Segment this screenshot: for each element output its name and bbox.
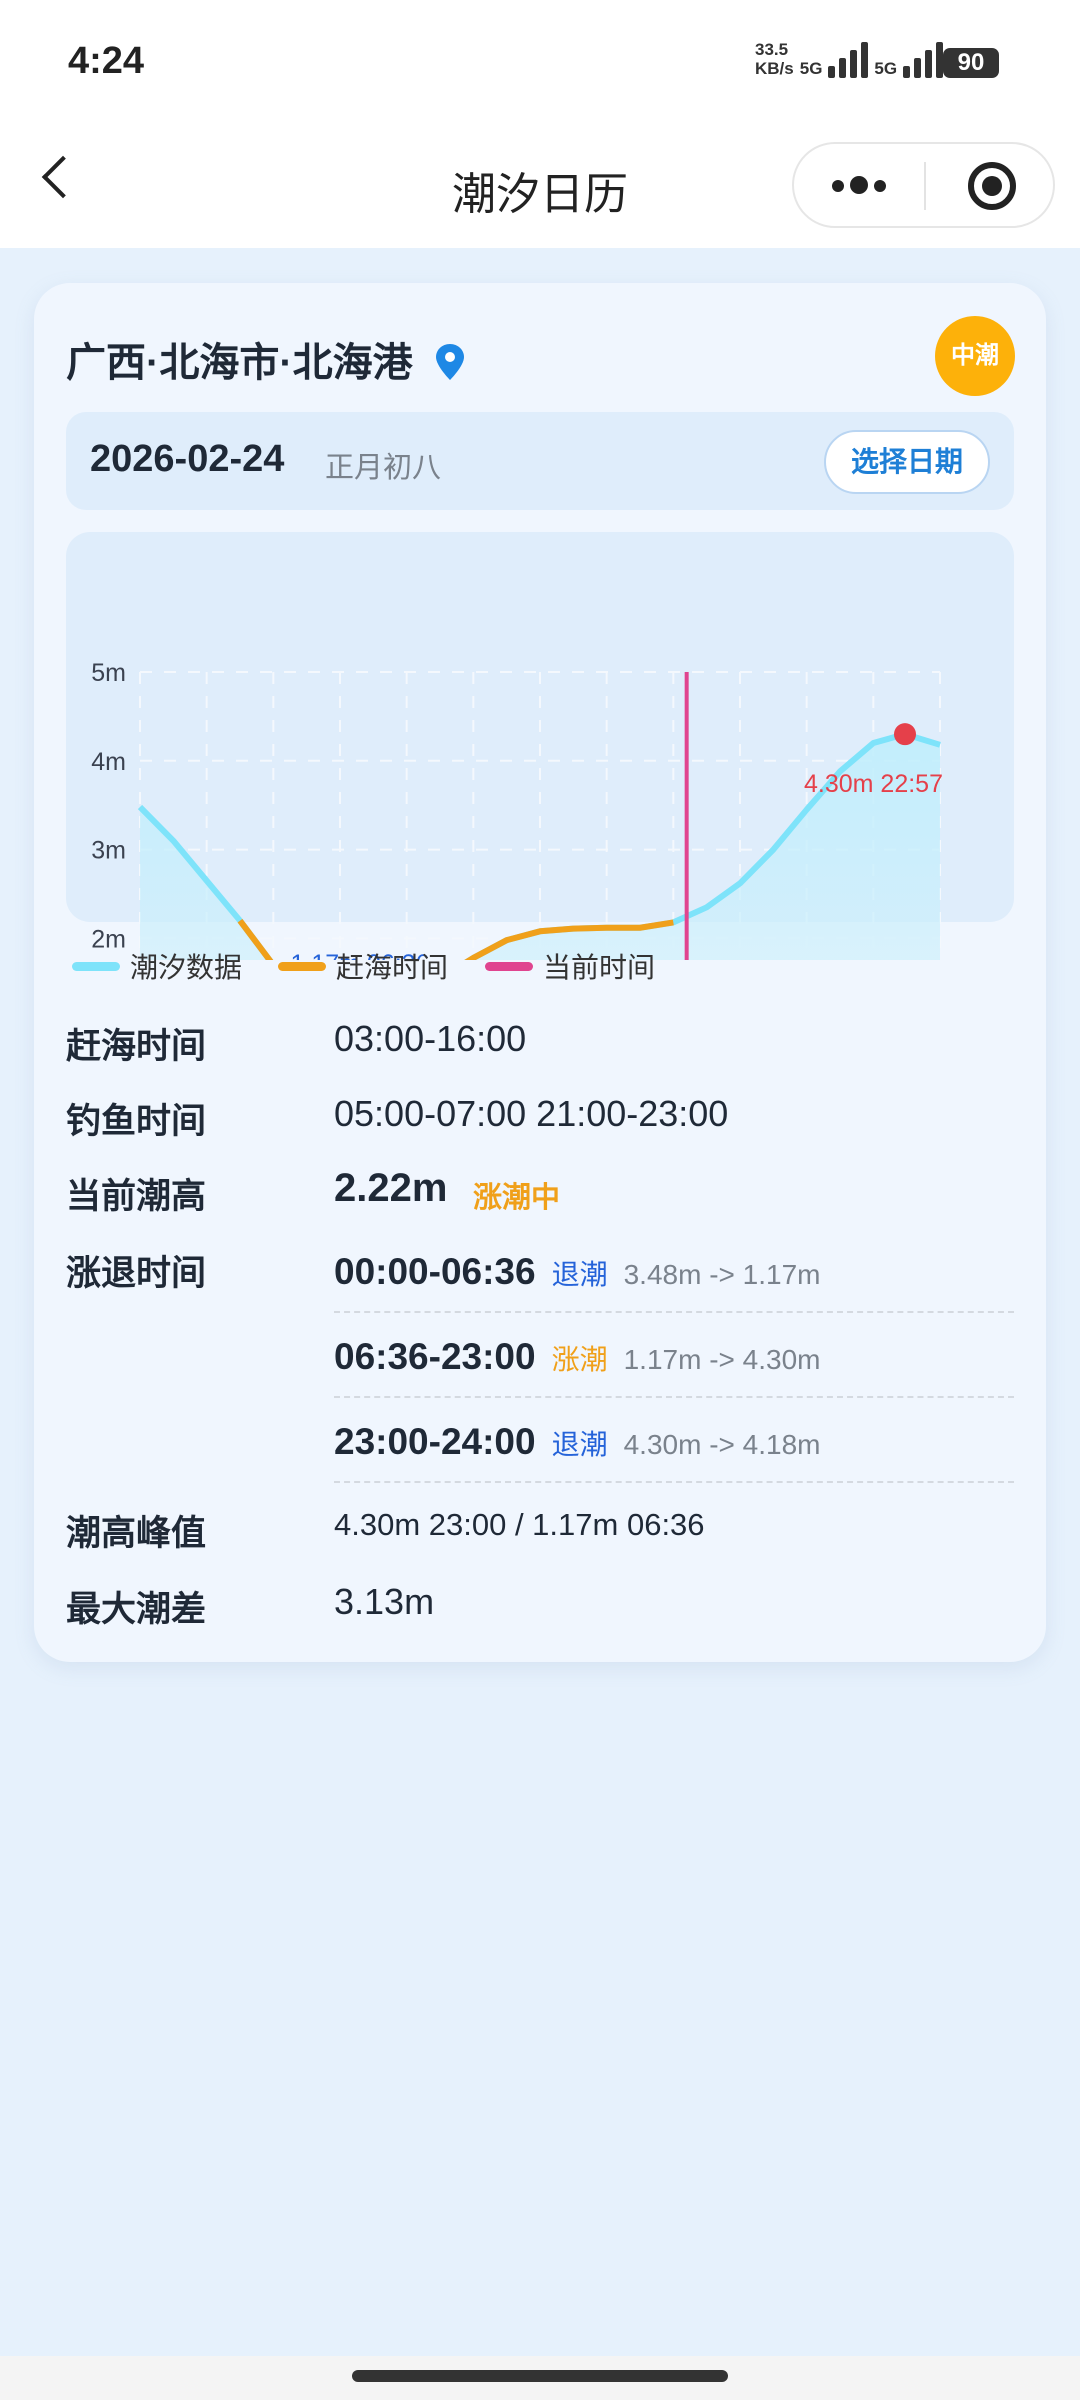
peak-label: 潮高峰值 <box>66 1514 207 1553</box>
sim1-label: 5G <box>799 59 823 78</box>
tide-range: 06:36-23:00 <box>334 1336 536 1377</box>
current-height-label: 当前潮高 <box>66 1177 207 1216</box>
tide-type: 退潮 <box>551 1259 608 1290</box>
y-tick-label: 2m <box>91 925 126 953</box>
home-indicator[interactable] <box>352 2370 728 2382</box>
tide-row: 23:00-24:00 退潮 4.30m -> 4.18m <box>334 1421 820 1463</box>
net-unit: KB/s <box>755 59 794 78</box>
max-range-value: 3.13m <box>334 1581 435 1622</box>
page-title: 潮汐日历 <box>452 170 628 219</box>
fishing-label: 钓鱼时间 <box>66 1102 207 1141</box>
location-pin-icon <box>435 344 464 380</box>
divider <box>334 1396 1014 1398</box>
more-dots-icon[interactable] <box>794 144 924 226</box>
y-tick-label: 5m <box>91 659 126 687</box>
legend-label: 赶海时间 <box>336 952 449 983</box>
capsule-divider <box>924 162 926 210</box>
y-tick-label: 4m <box>91 748 126 776</box>
legend-label: 潮汐数据 <box>130 952 243 983</box>
legend-tide: 潮汐数据 <box>72 946 242 986</box>
sim2-label: 5G <box>874 59 898 78</box>
location-text: 广西·北海市·北海港 <box>66 341 413 385</box>
signal-icon <box>903 38 944 78</box>
y-tick-label: 3m <box>91 837 126 865</box>
tide-detail: 3.48m -> 1.17m <box>623 1259 821 1290</box>
peak-value: 4.30m 23:00 / 1.17m 06:36 <box>334 1507 705 1542</box>
low-point-label: 1.17m 06:36 <box>291 950 430 960</box>
tide-chart: 0m1m2m3m4m5m0246810121416182022241.17m 0… <box>91 659 943 960</box>
status-bar <box>0 0 1080 125</box>
net-speed: 33.5 <box>755 40 789 59</box>
tide-range: 00:00-06:36 <box>334 1251 536 1292</box>
divider <box>334 1311 1014 1313</box>
status-time: 4:24 <box>68 40 145 82</box>
legend-swatch-tide <box>72 961 120 971</box>
network-indicators: 33.5 KB/s 5G 5G <box>755 38 944 78</box>
tide-times-label: 涨退时间 <box>66 1254 207 1293</box>
tide-type: 涨潮 <box>551 1344 608 1375</box>
max-range-label: 最大潮差 <box>66 1590 207 1629</box>
tide-detail: 4.30m -> 4.18m <box>623 1429 821 1460</box>
signal-icon <box>828 38 869 78</box>
tide-level-badge: 中潮 <box>935 316 1015 396</box>
divider <box>334 1481 1014 1483</box>
battery-icon: 90 <box>943 48 999 78</box>
high-point-marker <box>894 723 916 746</box>
ganhai-label: 赶海时间 <box>66 1027 207 1066</box>
select-date-button[interactable]: 选择日期 <box>824 430 990 494</box>
high-point-label: 4.30m 22:57 <box>804 770 943 798</box>
legend-swatch-current <box>485 961 533 971</box>
tide-type: 退潮 <box>551 1429 608 1460</box>
current-height-value: 2.22m <box>334 1166 448 1210</box>
tide-row: 06:36-23:00 涨潮 1.17m -> 4.30m <box>334 1336 820 1378</box>
tide-range: 23:00-24:00 <box>334 1421 536 1462</box>
tide-area <box>140 734 940 960</box>
legend-swatch-ganhai <box>278 961 326 971</box>
mini-program-capsule <box>792 142 1055 228</box>
legend-current: 当前时间 <box>485 946 655 986</box>
lunar-date: 正月初八 <box>325 452 442 484</box>
location-title: 广西·北海市·北海港 <box>66 330 464 388</box>
date-value: 2026-02-24 <box>90 438 285 480</box>
ganhai-line <box>237 918 674 960</box>
tide-row: 00:00-06:36 退潮 3.48m -> 1.17m <box>334 1251 820 1293</box>
fishing-value: 05:00-07:00 21:00-23:00 <box>334 1093 729 1134</box>
tide-detail: 1.17m -> 4.30m <box>623 1344 821 1375</box>
current-state: 涨潮中 <box>473 1182 561 1214</box>
tide-card <box>34 283 1046 1662</box>
legend-label: 当前时间 <box>543 952 656 983</box>
ganhai-value: 03:00-16:00 <box>334 1018 527 1059</box>
target-circle-icon[interactable] <box>968 162 1016 210</box>
legend-ganhai: 赶海时间 <box>278 946 448 986</box>
